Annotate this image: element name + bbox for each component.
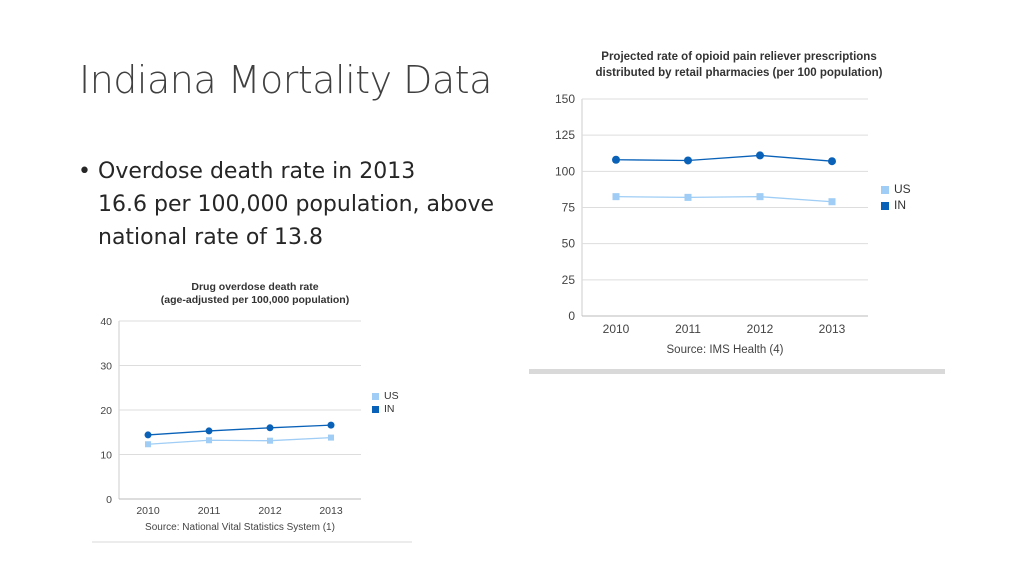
legend-swatch (372, 406, 379, 413)
chart-title-line-1: Projected rate of opioid pain reliever p… (601, 51, 876, 63)
data-point (612, 155, 620, 164)
bullet-line-2: 16.6 per 100,000 population, above (98, 192, 494, 217)
legend-swatch (372, 393, 379, 400)
y-tick-label: 100 (555, 164, 575, 178)
data-point (327, 421, 335, 429)
chart-title-line-2: (age-adjusted per 100,000 population) (161, 294, 349, 306)
y-tick-label: 0 (106, 494, 112, 506)
data-point (145, 441, 151, 448)
y-tick-label: 25 (562, 273, 576, 287)
bullet-line-3: national rate of 13.8 (98, 225, 324, 250)
y-tick-label: 20 (100, 405, 112, 417)
chart-source: Source: IMS Health (4) (667, 344, 784, 356)
y-tick-label: 40 (100, 316, 112, 328)
bullet-list: • Overdose death rate in 2013 16.6 per 1… (78, 155, 528, 254)
x-tick-label: 2012 (258, 505, 282, 517)
x-tick-label: 2010 (136, 505, 160, 517)
legend-swatch (881, 186, 889, 194)
y-tick-label: 0 (568, 309, 575, 323)
series-us (612, 193, 836, 206)
data-point (828, 198, 836, 206)
y-tick-label: 125 (555, 128, 575, 142)
bullet-line-1: Overdose death rate in 2013 (98, 159, 416, 184)
chart-title-line-1: Drug overdose death rate (191, 281, 318, 293)
bullet-dot: • (78, 159, 91, 184)
data-point (206, 437, 212, 444)
y-tick-label: 150 (555, 92, 575, 106)
legend-swatch (881, 202, 889, 210)
x-tick-label: 2012 (747, 322, 774, 336)
bullet-item: Overdose death rate in 2013 16.6 per 100… (98, 155, 528, 254)
legend-label: US (384, 390, 399, 402)
slide-title: Indiana Mortality Data (79, 58, 492, 102)
data-point (756, 193, 764, 201)
y-tick-label: 10 (100, 450, 112, 462)
y-tick-label: 50 (562, 237, 576, 251)
series-line (147, 424, 332, 436)
x-tick-label: 2013 (819, 322, 846, 336)
y-tick-label: 75 (562, 201, 576, 215)
chart-source: Source: National Vital Statistics System… (145, 522, 335, 533)
data-point (612, 193, 620, 201)
x-tick-label: 2013 (319, 505, 343, 517)
series-line (147, 436, 332, 445)
series-line (615, 154, 833, 162)
data-point (144, 431, 152, 439)
x-tick-label: 2011 (198, 505, 221, 517)
data-point (328, 434, 334, 441)
legend-label: IN (384, 403, 395, 415)
y-tick-label: 30 (100, 361, 112, 373)
chart-bottom-rule (529, 369, 945, 374)
series-us (145, 434, 334, 448)
data-point (756, 151, 764, 160)
data-point (266, 424, 274, 432)
data-point (267, 437, 273, 444)
series-in (612, 151, 836, 166)
chart-title-line-2: distributed by retail pharmacies (per 10… (596, 67, 883, 79)
series-line (615, 195, 833, 203)
data-point (684, 156, 692, 165)
data-point (205, 427, 213, 435)
x-tick-label: 2011 (675, 322, 701, 336)
data-point (684, 193, 692, 201)
series-in (144, 421, 335, 439)
x-tick-label: 2010 (603, 322, 630, 336)
legend-label: US (894, 182, 911, 196)
data-point (828, 157, 836, 166)
legend-label: IN (894, 198, 906, 212)
